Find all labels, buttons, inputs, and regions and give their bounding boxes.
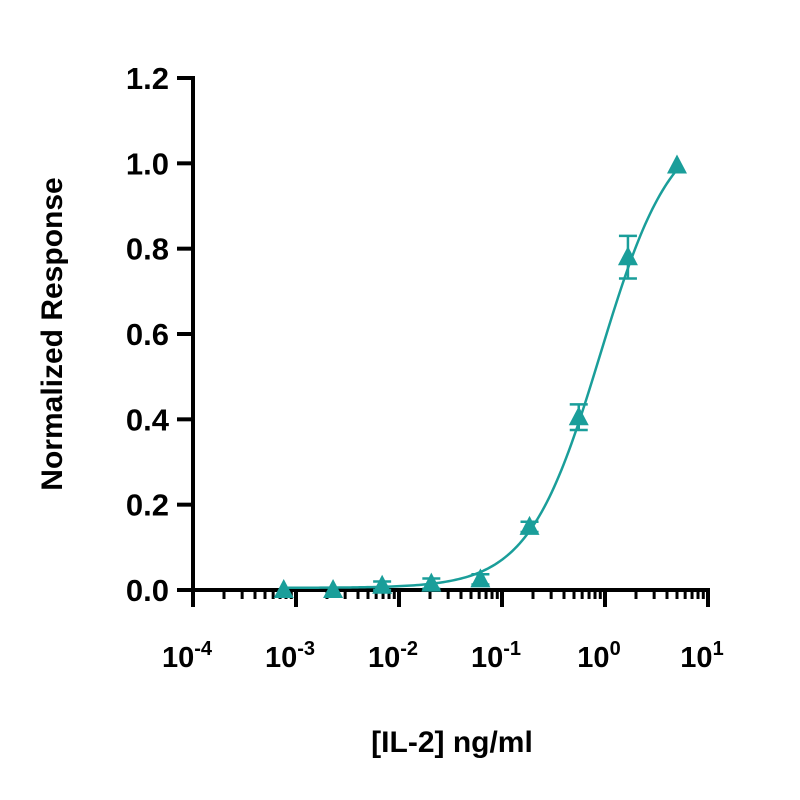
data-point xyxy=(666,154,687,174)
data-point xyxy=(273,579,294,598)
y-tick-label: 0.8 xyxy=(126,232,169,267)
x-tick-label: 10-2 xyxy=(368,638,418,674)
data-point xyxy=(421,572,442,592)
y-tick-label: 0.4 xyxy=(126,402,170,437)
y-tick-label: 0.0 xyxy=(126,573,169,608)
data-point xyxy=(519,515,540,535)
x-tick-label: 100 xyxy=(577,638,620,674)
x-tick-label: 10-1 xyxy=(471,638,521,674)
x-tick-label: 10-4 xyxy=(162,638,213,674)
data-point xyxy=(568,406,589,426)
y-tick-label: 1.2 xyxy=(126,61,169,96)
data-point xyxy=(323,579,344,598)
x-tick-label: 10-3 xyxy=(265,638,315,674)
x-axis-label: [IL-2] ng/ml xyxy=(371,726,533,759)
y-axis-label: Normalized Response xyxy=(36,177,69,490)
y-tick-label: 0.2 xyxy=(126,488,169,523)
data-point xyxy=(617,246,638,266)
y-tick-label: 1.0 xyxy=(126,146,169,181)
fit-curve xyxy=(283,168,678,590)
data-point xyxy=(372,574,393,594)
y-tick-label: 0.6 xyxy=(126,317,169,352)
data-point xyxy=(470,568,491,588)
data-points-layer xyxy=(273,154,687,598)
ticks: 0.0 0.2 0.4 0.6 0.8 1.0 1.2 10-4 10-3 10-2 10-1 100… xyxy=(126,61,724,674)
axes xyxy=(191,76,710,592)
fit-curve-layer xyxy=(283,168,678,590)
x-tick-label: 101 xyxy=(680,638,723,674)
